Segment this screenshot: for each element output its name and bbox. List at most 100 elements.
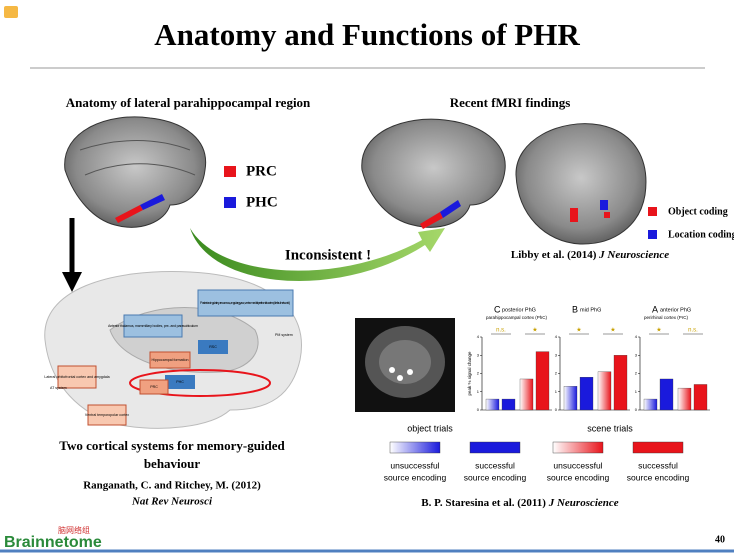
bar <box>501 398 516 411</box>
y-axis-label: peak % signal change <box>467 351 472 396</box>
brain-slice <box>515 123 647 245</box>
y-tick-label: 4 <box>555 334 558 339</box>
diagram-label: Hippocampal formation <box>152 358 189 362</box>
bar <box>535 351 550 411</box>
legend-label: successful <box>475 460 515 470</box>
legend-label: source encoding <box>384 472 447 482</box>
y-tick-label: 0 <box>555 407 558 412</box>
y-tick-label: 0 <box>635 407 638 412</box>
panel-subtitle: parahippocampal cortex (PhC) <box>486 315 548 320</box>
y-tick-label: 2 <box>555 371 558 376</box>
y-tick-label: 2 <box>635 371 638 376</box>
diagram-label: Posterior cingulate, precuneus, angular … <box>200 301 290 305</box>
y-tick-label: 3 <box>477 352 480 357</box>
fmri-scan <box>355 318 455 412</box>
brain-right <box>361 118 506 229</box>
left-caption: Two cortical systems for memory-guided <box>59 438 285 453</box>
left-caption: behaviour <box>144 456 201 471</box>
group-label: scene trials <box>587 423 633 433</box>
citation-journal: J Neuroscience <box>598 249 669 261</box>
panel-title: mid PhG <box>580 307 601 313</box>
legend-swatch <box>648 230 657 239</box>
bar <box>563 386 578 411</box>
citation: Libby et al. (2014) J Neuroscience <box>511 249 669 261</box>
legend-label: unsuccessful <box>553 460 602 470</box>
brain-left <box>64 116 207 228</box>
y-tick-label: 3 <box>555 352 558 357</box>
legend-swatch <box>648 207 657 216</box>
diagram-label: PM system <box>275 333 293 337</box>
legend-label: PHC <box>246 194 278 210</box>
bar <box>677 387 692 411</box>
page-number: 40 <box>715 534 725 545</box>
right-heading: Recent fMRI findings <box>450 95 571 110</box>
significance-mark: ★ <box>532 327 537 334</box>
bar <box>643 398 658 411</box>
comment-icon[interactable] <box>4 6 18 18</box>
legend-label: source encoding <box>627 472 690 482</box>
legend-label: Location coding <box>668 229 734 240</box>
diagram-label: Lateral orbitofrontal cortex and amygdal… <box>44 375 109 379</box>
significance-mark: n.s. <box>688 328 698 334</box>
y-tick-label: 4 <box>477 334 480 339</box>
legend-swatch <box>224 166 236 177</box>
bar <box>613 355 628 411</box>
legend-label: PRC <box>246 163 277 179</box>
bar <box>519 378 534 411</box>
bar <box>579 376 594 411</box>
down-arrow-head <box>62 272 82 292</box>
diagram-label: PRC <box>150 385 158 389</box>
panel-subtitle: perirhinal cortex (PrC) <box>644 315 689 320</box>
legend-swatch <box>389 441 441 454</box>
diagram-label: AT system <box>50 386 67 390</box>
legend-swatch <box>469 441 521 454</box>
citation: B. P. Staresina et al. (2011) J Neurosci… <box>421 497 618 509</box>
group-label: object trials <box>407 423 453 433</box>
diagram-label: Ventral temporopolar cortex <box>85 413 129 417</box>
logo: Brainnetome <box>4 534 102 551</box>
legend-label: source encoding <box>464 472 527 482</box>
panel-title: posterior PhG <box>502 307 536 313</box>
bar <box>597 371 612 411</box>
arrow-label: Inconsistent ! <box>285 247 371 263</box>
logo-cn: 脑网络组 <box>58 525 90 535</box>
y-tick-label: 1 <box>477 389 480 394</box>
legend-label: source encoding <box>547 472 610 482</box>
legend-swatch <box>632 441 684 454</box>
y-tick-label: 2 <box>477 371 480 376</box>
citation-authors: B. P. Staresina et al. (2011) <box>421 497 546 509</box>
bar <box>485 398 500 411</box>
circuit-diagram: Posterior cingulate, precuneus, angular … <box>44 271 302 429</box>
legend-label: unsuccessful <box>390 460 439 470</box>
slide-title: Anatomy and Functions of PHR <box>154 17 580 52</box>
diagram-label: PHC <box>176 380 184 384</box>
bar <box>693 384 708 411</box>
bar <box>659 378 674 411</box>
panel-title: anterior PhG <box>660 307 691 313</box>
legend-label: successful <box>638 460 678 470</box>
significance-mark: ★ <box>656 327 661 334</box>
significance-mark: ★ <box>576 327 581 334</box>
legend-swatch <box>224 197 236 208</box>
significance-mark: n.s. <box>496 328 506 334</box>
significance-mark: ★ <box>610 327 615 334</box>
diagram-label: Anterior thalamus, mammillary bodies, pr… <box>108 324 198 328</box>
diagram-label: RSC <box>209 345 217 349</box>
curved-arrow <box>190 228 445 281</box>
citation-journal: Nat Rev Neurosci <box>131 496 213 508</box>
legend-label: Object coding <box>668 206 728 217</box>
y-tick-label: 4 <box>635 334 638 339</box>
y-tick-label: 1 <box>635 389 638 394</box>
panel-letter: A <box>652 304 658 314</box>
left-heading: Anatomy of lateral parahippocampal regio… <box>66 95 311 110</box>
legend-swatch <box>552 441 604 454</box>
citation-authors: Libby et al. (2014) <box>511 249 597 261</box>
y-tick-label: 0 <box>477 407 480 412</box>
y-tick-label: 1 <box>555 389 558 394</box>
panel-letter: B <box>572 304 578 314</box>
citation-journal: J Neuroscience <box>548 497 619 509</box>
panel-letter: C <box>494 304 501 314</box>
citation-authors: Ranganath, C. and Ritchey, M. (2012) <box>83 480 261 492</box>
